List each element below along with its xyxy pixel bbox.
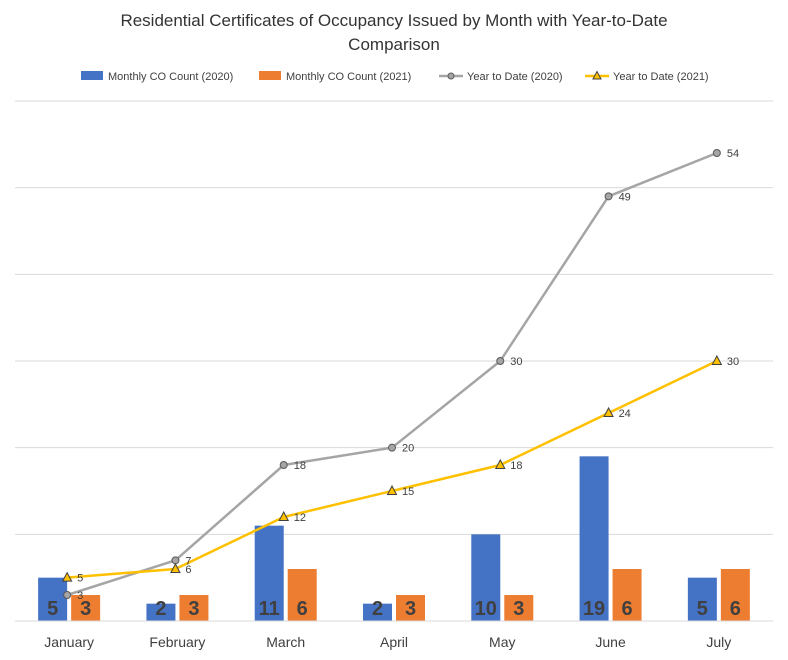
bar-label: 11 (259, 598, 280, 620)
bars (38, 456, 750, 621)
point-year-to-date-2021 (170, 562, 181, 573)
legend-item-year-to-date-2020: Year to Date (2020) (439, 71, 563, 83)
x-tick-label: May (489, 634, 515, 650)
bar-monthly-co-count-2020-april (363, 603, 392, 621)
bar-monthly-co-count-2021-january (71, 595, 101, 621)
line-data-label: 6 (185, 564, 191, 576)
bar-label: 2 (155, 598, 166, 620)
line-data-label: 49 (619, 191, 631, 203)
legend-label: Year to Date (2020) (467, 71, 563, 83)
legend-marker (592, 70, 602, 80)
line-data-label: 20 (402, 443, 414, 455)
bar-label: 10 (475, 598, 497, 620)
bar-label: 3 (513, 598, 524, 620)
point-year-to-date-2020 (171, 556, 180, 565)
bar-label: 6 (622, 598, 633, 620)
legend-swatch (81, 71, 103, 80)
data-labels: 5 2 11 2 10 19 53 3 6 3 3 6 637182030495456121518243… (47, 148, 741, 620)
legend-item-year-to-date-2021: Year to Date (2021) (585, 70, 709, 83)
bar-label: 3 (188, 598, 199, 620)
legend-marker (447, 72, 455, 80)
bar-monthly-co-count-2020-july (687, 577, 717, 621)
line-data-label: 18 (510, 460, 522, 472)
chart-title: Residential Certificates of Occupancy Is… (120, 11, 667, 30)
legend-item-monthly-co-count-2021: Monthly CO Count (2021) (259, 71, 411, 83)
line-data-label: 5 (77, 573, 83, 585)
x-tick-label: April (380, 634, 408, 650)
bar-monthly-co-count-2021-march (287, 569, 317, 621)
point-year-to-date-2020 (712, 149, 721, 157)
line-data-label: 12 (294, 512, 306, 524)
bar-monthly-co-count-2021-april (396, 595, 425, 621)
x-tick-label: February (149, 634, 205, 650)
point-year-to-date-2021 (278, 510, 290, 521)
bar-label: 5 (697, 598, 708, 620)
x-tick-label: January (44, 634, 94, 650)
bar-monthly-co-count-2021-may (504, 595, 534, 621)
gridlines (15, 100, 773, 535)
lines (61, 149, 723, 599)
line-year-to-date-2020 (66, 151, 718, 597)
point-year-to-date-2020 (279, 461, 288, 469)
line-data-label: 15 (402, 486, 414, 498)
bar-monthly-co-count-2020-march (254, 525, 284, 621)
legend-swatch (259, 71, 281, 80)
point-year-to-date-2021 (711, 354, 723, 365)
chart-title-line2: Comparison (348, 35, 440, 54)
line-data-label: 7 (185, 555, 191, 567)
point-year-to-date-2021 (61, 571, 73, 582)
legend-label: Year to Date (2021) (613, 71, 709, 83)
bar-label: 3 (80, 598, 91, 620)
line-data-label: 24 (619, 408, 631, 420)
legend-item-monthly-co-count-2020: Monthly CO Count (2020) (81, 71, 233, 83)
x-axis: January February March April May June July (15, 620, 773, 650)
x-tick-label: June (595, 634, 626, 650)
bar-monthly-co-count-2021-june (612, 569, 642, 621)
line-year-to-date-2021 (67, 359, 718, 579)
line-data-label: 30 (727, 356, 739, 368)
point-year-to-date-2020 (388, 443, 396, 452)
bar-monthly-co-count-2020-june (579, 456, 609, 621)
bar-label: 19 (583, 598, 605, 620)
bar-label: 5 (47, 598, 58, 620)
legend-label: Monthly CO Count (2020) (108, 71, 233, 83)
legend-label: Monthly CO Count (2021) (286, 71, 411, 83)
bar-monthly-co-count-2021-july (720, 569, 750, 621)
bar-label: 6 (730, 598, 741, 620)
line-data-label: 3 (77, 590, 83, 602)
bar-monthly-co-count-2020-may (471, 534, 501, 621)
bar-label: 2 (372, 598, 383, 620)
x-tick-label: July (706, 634, 731, 650)
line-data-label: 54 (727, 148, 739, 160)
line-data-label: 30 (510, 356, 522, 368)
legend: Monthly CO Count (2020) Monthly CO Count … (81, 70, 709, 83)
bar-label: 3 (405, 598, 416, 620)
bar-monthly-co-count-2021-february (179, 595, 209, 621)
bar-monthly-co-count-2020-february (146, 603, 176, 621)
bar-monthly-co-count-2020-january (38, 577, 68, 621)
point-year-to-date-2020 (496, 357, 505, 365)
point-year-to-date-2021 (386, 484, 398, 495)
point-year-to-date-2021 (603, 406, 614, 417)
point-year-to-date-2021 (494, 458, 506, 469)
bar-label: 6 (297, 598, 308, 620)
line-data-label: 18 (294, 460, 306, 472)
point-year-to-date-2020 (63, 591, 72, 599)
x-tick-label: March (266, 634, 305, 650)
point-year-to-date-2020 (604, 192, 613, 201)
